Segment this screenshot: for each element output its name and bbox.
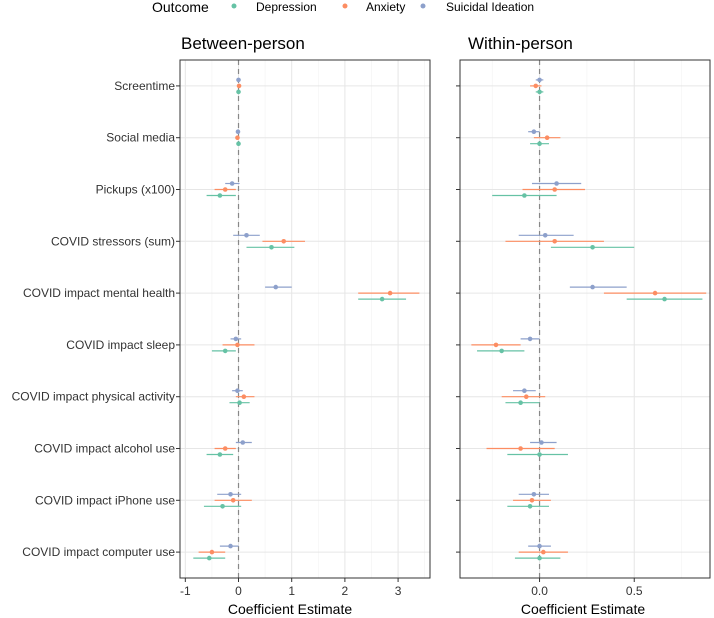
panel-title-between: Between-person <box>181 34 305 53</box>
point-suicidal-ideation-covid-impact-sleep <box>233 336 239 342</box>
point-depression-covid-impact-computer-use <box>537 555 542 561</box>
point-anxiety-covid-impact-alcohol-use <box>222 446 228 451</box>
point-anxiety-covid-impact-iphone-use <box>230 498 236 503</box>
point-suicidal-ideation-covid-impact-iphone-use <box>228 492 233 497</box>
point-anxiety-covid-impact-mental-health <box>387 290 393 296</box>
point-suicidal-ideation-social-media <box>235 129 241 134</box>
legend-key-suicidal-ideation <box>420 3 426 9</box>
point-depression-screentime <box>236 89 241 95</box>
x-axis-title-between: Coefficient Estimate <box>228 601 352 617</box>
point-depression-covid-impact-sleep <box>499 348 504 354</box>
panel-border <box>459 59 711 579</box>
point-anxiety-covid-impact-alcohol-use <box>518 446 523 451</box>
point-depression-screentime <box>537 89 542 95</box>
category-label-social-media: Social media <box>106 131 175 145</box>
point-suicidal-ideation-covid-impact-computer-use <box>228 543 233 549</box>
point-depression-covid-stressors-sum <box>269 245 274 250</box>
point-depression-covid-stressors-sum <box>590 245 595 250</box>
point-anxiety-covid-impact-sleep <box>493 342 499 348</box>
point-anxiety-pickups-x100 <box>552 187 557 192</box>
category-label-covid-impact-alcohol-use: COVID impact alcohol use <box>34 442 175 456</box>
point-anxiety-covid-impact-sleep <box>235 342 240 348</box>
category-label-covid-impact-iphone-use: COVID impact iPhone use <box>35 493 175 507</box>
point-suicidal-ideation-covid-impact-physical-activity <box>522 388 527 394</box>
point-suicidal-ideation-covid-impact-sleep <box>527 336 533 342</box>
point-anxiety-covid-stressors-sum <box>281 239 287 244</box>
point-suicidal-ideation-pickups-x100 <box>229 181 235 186</box>
point-anxiety-covid-impact-physical-activity <box>241 394 247 400</box>
point-anxiety-covid-impact-mental-health <box>652 290 658 296</box>
point-depression-covid-impact-alcohol-use <box>217 452 223 457</box>
point-suicidal-ideation-screentime <box>236 77 241 83</box>
point-anxiety-social-media <box>235 135 240 140</box>
point-anxiety-screentime <box>533 83 539 89</box>
x-tick-label: 3 <box>395 584 402 598</box>
panel-background <box>460 60 710 578</box>
legend: Outcome Depression Anxiety Suicidal Idea… <box>152 0 534 15</box>
point-anxiety-covid-stressors-sum <box>552 239 557 244</box>
category-label-screentime: Screentime <box>114 79 175 93</box>
legend-key-depression <box>231 3 237 9</box>
x-tick-label: 0.5 <box>626 584 643 598</box>
point-anxiety-screentime <box>236 83 242 89</box>
x-tick-label: 2 <box>342 584 349 598</box>
point-anxiety-covid-impact-computer-use <box>209 549 215 555</box>
point-suicidal-ideation-covid-stressors-sum <box>542 233 548 238</box>
point-depression-covid-impact-alcohol-use <box>537 452 542 457</box>
x-tick-label: 0 <box>235 584 242 598</box>
x-tick-label: -1 <box>180 584 191 598</box>
point-depression-covid-impact-mental-health <box>662 296 667 302</box>
category-label-pickups-x100: Pickups (x100) <box>96 183 175 197</box>
x-tick-label: 0.0 <box>531 584 548 598</box>
y-axis-category-labels: Screentime Social media Pickups (x100) COVI… <box>12 79 176 559</box>
legend-title: Outcome <box>152 0 209 15</box>
point-depression-social-media <box>537 141 542 146</box>
point-suicidal-ideation-covid-impact-mental-health <box>590 284 595 290</box>
x-tick-label: 1 <box>288 584 295 598</box>
point-suicidal-ideation-covid-impact-physical-activity <box>235 388 240 394</box>
point-depression-pickups-x100 <box>217 193 223 198</box>
point-anxiety-social-media <box>544 135 550 140</box>
point-suicidal-ideation-pickups-x100 <box>554 181 559 186</box>
point-suicidal-ideation-social-media <box>531 129 537 134</box>
point-depression-covid-impact-computer-use <box>206 555 212 561</box>
point-suicidal-ideation-covid-impact-iphone-use <box>531 492 537 497</box>
panel-border <box>179 59 431 579</box>
panel-title-within: Within-person <box>468 34 573 53</box>
point-depression-covid-impact-physical-activity <box>237 400 242 406</box>
panel-between-person: -1 0 1 2 3 <box>176 59 431 598</box>
point-suicidal-ideation-covid-impact-alcohol-use <box>539 440 544 445</box>
legend-label-depression: Depression <box>256 0 317 14</box>
category-label-covid-impact-computer-use: COVID impact computer use <box>22 545 175 559</box>
point-depression-covid-impact-iphone-use <box>220 504 225 509</box>
point-suicidal-ideation-covid-impact-mental-health <box>273 284 279 290</box>
point-suicidal-ideation-screentime <box>537 77 542 83</box>
panel-background <box>180 60 430 578</box>
point-suicidal-ideation-covid-stressors-sum <box>244 233 249 238</box>
point-depression-covid-impact-sleep <box>222 348 228 354</box>
point-anxiety-covid-impact-iphone-use <box>529 498 535 503</box>
point-depression-covid-impact-physical-activity <box>518 400 523 406</box>
point-anxiety-pickups-x100 <box>222 187 228 192</box>
point-depression-covid-impact-mental-health <box>379 296 385 302</box>
legend-key-anxiety <box>342 3 348 9</box>
point-anxiety-covid-impact-physical-activity <box>523 394 529 400</box>
point-depression-social-media <box>236 141 241 146</box>
point-suicidal-ideation-covid-impact-computer-use <box>537 543 542 549</box>
x-axis-title-within: Coefficient Estimate <box>521 601 645 617</box>
point-depression-covid-impact-iphone-use <box>527 504 533 509</box>
legend-label-anxiety: Anxiety <box>366 0 405 14</box>
category-label-covid-stressors-sum: COVID stressors (sum) <box>51 234 175 248</box>
category-label-covid-impact-physical-activity: COVID impact physical activity <box>12 390 175 404</box>
point-anxiety-covid-impact-computer-use <box>541 549 546 555</box>
panel-within-person: 0.0 0.5 <box>456 59 711 598</box>
category-label-covid-impact-mental-health: COVID impact mental health <box>23 286 175 300</box>
point-suicidal-ideation-covid-impact-alcohol-use <box>240 440 246 445</box>
point-depression-pickups-x100 <box>522 193 527 198</box>
legend-label-suicidal-ideation: Suicidal Ideation <box>446 0 534 14</box>
category-label-covid-impact-sleep: COVID impact sleep <box>66 338 175 352</box>
